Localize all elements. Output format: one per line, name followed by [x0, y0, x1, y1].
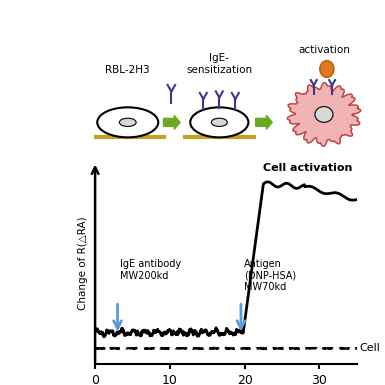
- Ellipse shape: [315, 107, 333, 122]
- Ellipse shape: [211, 118, 227, 126]
- Text: Cell activation: Cell activation: [263, 163, 353, 173]
- Text: IgE antibody
MW200kd: IgE antibody MW200kd: [120, 259, 181, 281]
- Y-axis label: Change of R(△RA): Change of R(△RA): [78, 216, 88, 310]
- Text: RBL-2H3: RBL-2H3: [105, 65, 150, 75]
- Text: Cell: Cell: [359, 343, 380, 353]
- Ellipse shape: [190, 107, 248, 137]
- FancyArrow shape: [256, 116, 272, 129]
- Text: IgE-
sensitization: IgE- sensitization: [186, 54, 253, 75]
- Ellipse shape: [119, 118, 136, 126]
- Ellipse shape: [320, 61, 334, 77]
- Ellipse shape: [97, 107, 158, 137]
- Text: activation: activation: [298, 45, 350, 55]
- Text: Antigen
(DNP-HSA)
MW70kd: Antigen (DNP-HSA) MW70kd: [244, 259, 296, 292]
- FancyArrow shape: [164, 116, 180, 129]
- Polygon shape: [287, 83, 361, 146]
